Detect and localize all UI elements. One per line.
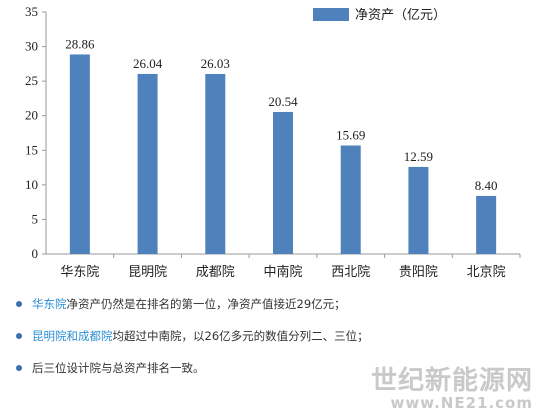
- x-category-label: 成都院: [196, 265, 235, 280]
- watermark-url: www.NE21.com: [390, 394, 533, 412]
- y-tick-label: 20: [25, 108, 38, 123]
- note-item: 后三位设计院与总资产排名一致。: [16, 360, 536, 376]
- chart-legend: 净资产（亿元）: [313, 8, 446, 23]
- x-category-label: 贵阳院: [399, 265, 438, 280]
- note-text: 净资产仍然是在排名的第一位，净资产值接近29亿元；: [66, 297, 346, 311]
- watermark: 世纪新能源网 www.NE21.com: [371, 367, 533, 411]
- bar-value-label: 28.86: [65, 36, 95, 51]
- bullet-dot-icon: [16, 301, 22, 307]
- watermark-title: 世纪新能源网: [370, 366, 533, 396]
- chart-axes: 0 5 10 15 20 25 30 35 华东院 昆明院 成都院 中南院 西北院 贵阳院 北京院: [25, 4, 521, 280]
- x-category-label: 中南院: [263, 264, 302, 280]
- legend-label: 净资产（亿元）: [355, 8, 446, 23]
- bar: [137, 73, 158, 255]
- x-category-label: 华东院: [60, 265, 99, 280]
- notes-list: 华东院净资产仍然是在排名的第一位，净资产值接近29亿元； 昆明院和成都院均超过中…: [16, 296, 536, 392]
- y-tick-label: 15: [25, 142, 38, 157]
- chart-bars: 28.86 26.04 26.03 20.54 15.69 12.59 8.40: [65, 36, 498, 255]
- x-category-label: 北京院: [467, 265, 506, 280]
- net-assets-bar-chart: 0 5 10 15 20 25 30 35 华东院 昆明院 成都院 中南院 西北院 贵阳院 北京院 28.8…: [25, 4, 521, 280]
- note-item: 昆明院和成都院均超过中南院，以26亿多元的数值分列二、三位；: [16, 328, 536, 344]
- note-text: 后三位设计院与总资产排名一致。: [32, 361, 205, 375]
- bar-value-label: 20.54: [268, 94, 298, 109]
- x-category-label: 昆明院: [128, 265, 167, 280]
- bar: [340, 145, 361, 254]
- bar-value-label: 15.69: [336, 128, 365, 143]
- bar: [273, 111, 293, 255]
- bar-value-label: 26.04: [133, 56, 163, 71]
- note-text: 均超过中南院，以26亿多元的数值分列二、三位；: [112, 329, 369, 343]
- y-tick-label: 5: [32, 211, 39, 226]
- bar: [69, 54, 90, 255]
- bar: [205, 74, 226, 254]
- note-item: 华东院净资产仍然是在排名的第一位，净资产值接近29亿元；: [16, 296, 536, 312]
- y-tick-label: 35: [25, 4, 38, 19]
- bar-value-label: 12.59: [404, 149, 433, 164]
- legend-swatch: [313, 8, 349, 21]
- bullet-dot-icon: [16, 333, 22, 339]
- y-tick-label: 30: [25, 39, 38, 54]
- bar: [476, 195, 497, 254]
- y-tick-label: 25: [25, 73, 38, 88]
- bullet-dot-icon: [16, 365, 22, 371]
- bar-value-label: 8.40: [475, 178, 498, 193]
- note-highlight: 华东院: [32, 297, 67, 311]
- bar-value-label: 26.03: [201, 56, 230, 71]
- bar: [408, 166, 429, 254]
- y-tick-label: 0: [32, 246, 39, 261]
- x-category-label: 西北院: [331, 265, 370, 280]
- note-highlight: 昆明院和成都院: [32, 329, 113, 343]
- y-tick-label: 10: [25, 177, 38, 192]
